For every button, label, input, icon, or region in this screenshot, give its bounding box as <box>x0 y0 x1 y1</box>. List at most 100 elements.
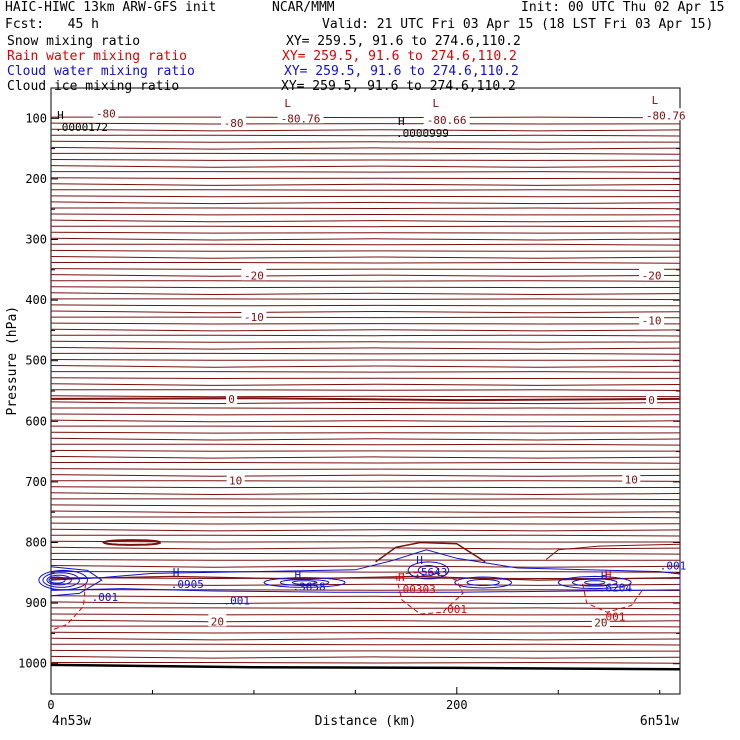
isotherm-label: -10 <box>642 315 662 328</box>
cloud-water-contour-core <box>38 569 88 591</box>
isotherm-line <box>50 449 681 452</box>
isotherm-line <box>50 310 681 314</box>
isotherm-line <box>50 522 681 525</box>
isotherm-line <box>50 122 681 125</box>
isotherm-line <box>50 637 681 641</box>
isotherm-label: 0 <box>648 394 655 407</box>
extremum-mark: H <box>601 570 608 583</box>
isotherm-line <box>51 316 681 319</box>
isotherm-label-bg <box>591 615 610 628</box>
extremum-mark: H <box>398 115 405 128</box>
isotherm-line <box>50 274 681 277</box>
cloud-water-contour-mid2 <box>407 561 450 580</box>
isotherm-label-bg <box>226 473 245 486</box>
isotherm-line <box>50 504 681 507</box>
y-tick-label: 500 <box>25 354 47 368</box>
isotherm-line <box>51 534 681 537</box>
isotherm-line <box>50 619 681 623</box>
isotherm-line <box>50 195 681 198</box>
y-tick-label: 900 <box>25 596 47 610</box>
isotherm-line <box>51 607 681 610</box>
isotherm-line <box>50 419 681 423</box>
isotherm-line <box>50 328 681 332</box>
rain-contour-left <box>50 583 86 631</box>
isotherm-line <box>50 528 681 532</box>
isotherm-line <box>50 455 681 459</box>
isotherm-line <box>50 492 681 496</box>
isotherm-line <box>51 261 681 264</box>
isotherm-line <box>51 298 681 301</box>
isotherm-label: -80.76 <box>646 109 686 122</box>
contour-label: .001 <box>441 603 468 616</box>
isotherm-line <box>50 340 681 343</box>
isotherm-label-bg <box>221 116 247 129</box>
cloud-water-contour-mid <box>279 579 330 586</box>
isotherm-label-bg <box>226 391 238 404</box>
isotherm-line <box>50 256 681 259</box>
extremum-value: .3658 <box>292 580 325 593</box>
cloud-water-contour-core <box>46 574 72 586</box>
extremum-mark: H <box>173 566 180 579</box>
field-rain-name: Rain water mixing ratio <box>7 49 188 64</box>
extremum-value: .0000999 <box>396 127 449 140</box>
isotherm-label-bg <box>241 268 267 281</box>
isotherm-line <box>50 146 681 150</box>
isotherm-line <box>50 613 681 616</box>
cloud-water-contour-mid2 <box>454 576 513 589</box>
isotherm-line <box>51 225 681 228</box>
isotherm-label-bg <box>622 472 641 485</box>
field-ice-name: Cloud ice mixing ratio <box>7 79 180 94</box>
extremum-value: .00303 <box>396 583 436 596</box>
isotherm-line <box>51 480 681 482</box>
extremum-mark: H <box>398 571 405 584</box>
isotherm-line <box>50 304 681 307</box>
isotherm-line <box>50 583 681 586</box>
isotherm-line <box>50 322 681 325</box>
contours <box>38 116 681 671</box>
isotherm-label: -80.76 <box>281 112 321 125</box>
isotherm-line <box>51 189 681 191</box>
isotherm-line <box>50 431 681 434</box>
isotherm-line <box>50 413 681 416</box>
isotherm-line <box>50 268 681 270</box>
isotherm-line <box>50 377 681 380</box>
isotherm-line <box>50 577 681 580</box>
extremum-mark: H <box>294 568 301 581</box>
isotherm-line <box>50 213 681 216</box>
org-title: NCAR/MMM <box>272 0 335 15</box>
isotherm-line <box>50 237 681 241</box>
cloud-water-contour-mid <box>291 580 318 585</box>
field-snow-xy: XY= 259.5, 91.6 to 274.6,110.2 <box>286 34 521 49</box>
isotherm-line <box>50 559 681 561</box>
isotherm-line <box>51 625 681 628</box>
isotherm-label-bg <box>241 310 267 323</box>
extremum-mark: H <box>605 568 612 581</box>
isotherm-line <box>50 401 681 405</box>
isotherm-label-bg <box>639 268 665 281</box>
y-tick-label: 1000 <box>18 657 47 671</box>
y-tick-label: 400 <box>25 293 47 307</box>
field-cloudwater-xy: XY= 259.5, 91.6 to 274.6,110.2 <box>284 64 519 79</box>
isotherm-label-bg <box>646 393 658 406</box>
isotherm-line <box>51 407 681 410</box>
cloud-water-contour-mid2 <box>466 579 500 586</box>
isotherm-zero-line <box>50 397 681 402</box>
isotherm-label: 20 <box>594 616 607 629</box>
isotherm-line <box>51 643 681 646</box>
field-snow-name: Snow mixing ratio <box>7 34 141 49</box>
cloud-water-contour-right <box>557 575 632 590</box>
isotherm-line <box>50 601 681 605</box>
isotherm-label: -20 <box>642 269 662 282</box>
isotherm-line <box>50 231 681 234</box>
isotherm-line <box>50 649 681 652</box>
isotherm-line <box>51 589 681 591</box>
isotherm-label: -80.66 <box>427 114 467 127</box>
field-ice-xy: XY= 259.5, 91.6 to 274.6,110.2 <box>281 79 516 94</box>
extremum-mark: H <box>416 554 423 567</box>
isotherm-line <box>50 183 681 186</box>
isotherm-line <box>50 595 681 598</box>
isotherm-line <box>51 171 681 173</box>
cloud-water-contour-outer <box>50 549 681 593</box>
isotherm-label: -10 <box>244 311 264 324</box>
extremum-mark: L <box>284 97 291 110</box>
